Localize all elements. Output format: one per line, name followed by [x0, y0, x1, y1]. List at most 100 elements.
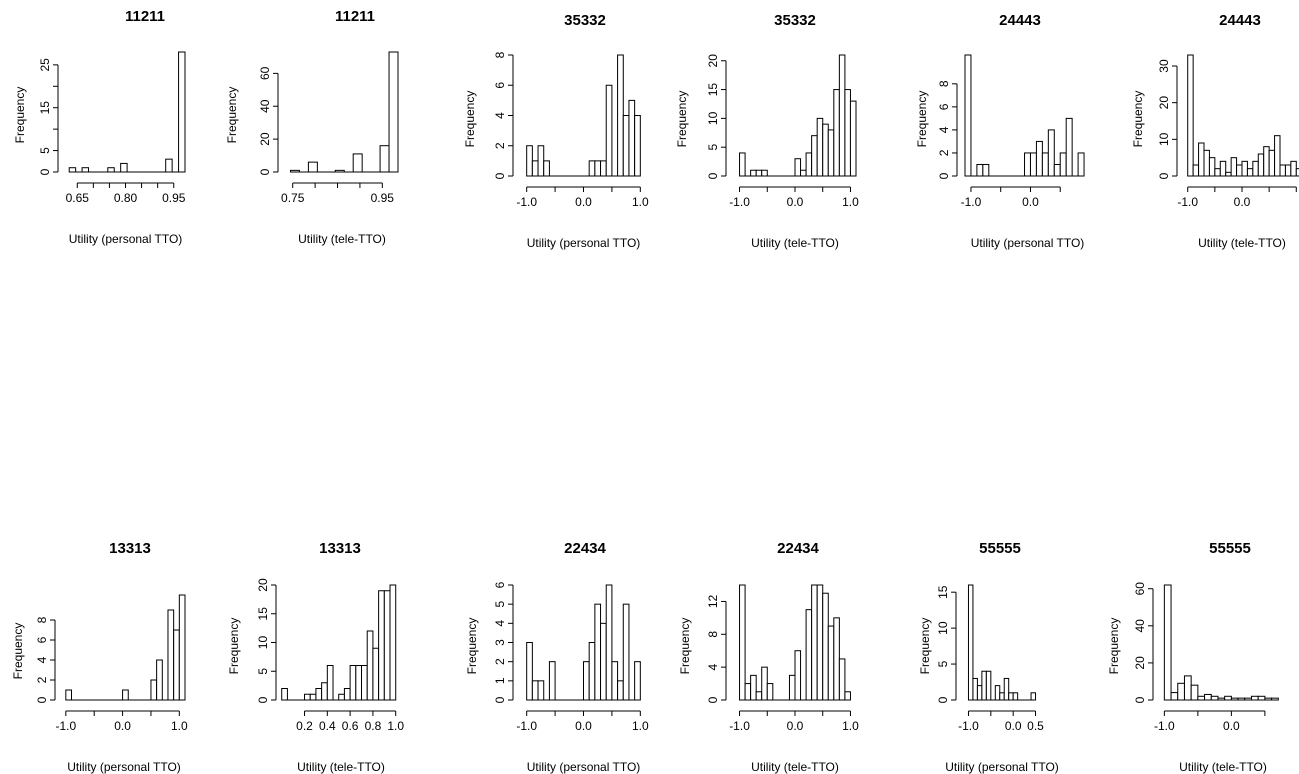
- x-axis-label: Utility (tele-TTO): [751, 236, 839, 250]
- histogram-bar: [165, 158, 173, 173]
- x-tick-label: -1.0: [958, 719, 979, 733]
- y-tick-label: 15: [256, 607, 270, 621]
- histogram-bar: [994, 685, 1001, 701]
- x-tick-label: 0.6: [342, 719, 359, 733]
- y-tick-label: 0: [706, 696, 720, 703]
- y-tick-label: 4: [706, 663, 720, 670]
- x-tick-label: 1.0: [632, 195, 649, 209]
- x-tick-label: -1.0: [1154, 719, 1175, 733]
- histogram-bar: [964, 54, 972, 177]
- x-tick-label: 0.0: [1223, 719, 1240, 733]
- y-tick-label: 6: [493, 82, 507, 89]
- x-tick-label: -1.0: [55, 719, 76, 733]
- histogram-bar: [309, 693, 317, 701]
- histogram-bar: [981, 670, 987, 701]
- x-tick-label: -1.0: [1177, 195, 1198, 209]
- x-tick-label: 0.65: [66, 191, 90, 205]
- histogram-bar: [849, 100, 857, 177]
- y-tick-label: 10: [1157, 132, 1171, 146]
- panel-title: 55555: [1209, 540, 1251, 557]
- histogram-bar: [605, 84, 613, 177]
- histogram-bar: [827, 625, 835, 701]
- y-tick-label: 5: [256, 668, 270, 675]
- x-tick-label: 1.0: [842, 195, 859, 209]
- histogram-bar: [68, 167, 77, 173]
- y-tick-label: 0: [493, 172, 507, 179]
- histogram-bar: [338, 693, 345, 701]
- x-axis-label: Utility (tele-TTO): [751, 760, 839, 774]
- histogram-bar: [833, 617, 840, 701]
- histogram-bar: [349, 665, 357, 701]
- x-tick-label: 0.95: [371, 191, 395, 205]
- x-tick-label: 0.2: [296, 719, 313, 733]
- histogram-bar: [326, 665, 334, 701]
- y-tick-label: 25: [38, 58, 52, 72]
- histogram-bar: [794, 650, 802, 701]
- histogram-bar: [750, 674, 757, 701]
- histogram-bar: [1065, 117, 1073, 177]
- x-axis-label: Utility (tele-TTO): [1198, 236, 1286, 250]
- y-tick-label: 5: [38, 147, 52, 154]
- x-axis-label: Utility (personal TTO): [526, 236, 641, 250]
- histogram-plot: -1.0 0.0 0 10 20 30: [1157, 54, 1299, 209]
- histogram-bar: [1274, 135, 1281, 177]
- histogram-bar: [811, 584, 818, 701]
- histogram-bar: [372, 647, 380, 701]
- y-tick-label: 10: [256, 636, 270, 650]
- histogram-bar: [976, 685, 983, 701]
- panel-title: 11211: [124, 8, 166, 25]
- histogram-bar: [600, 622, 607, 701]
- x-tick-label: 0.95: [162, 191, 186, 205]
- histogram-bar: [1250, 695, 1259, 701]
- histogram-bar: [1077, 152, 1085, 177]
- x-axis-label: Utility (personal TTO): [68, 232, 183, 246]
- y-tick-label: 0: [35, 696, 49, 703]
- y-axis-label: Frequency: [11, 622, 25, 679]
- y-tick-label: 8: [35, 616, 49, 623]
- y-tick-label: 0: [38, 168, 52, 175]
- histogram-bar: [1177, 682, 1185, 701]
- y-tick-label: 6: [493, 581, 507, 588]
- histogram-plot: -1.0 0.0 1.0 0 2 4 6 8: [493, 51, 649, 209]
- histogram-bar: [1030, 692, 1037, 701]
- panel-title: 24443: [999, 12, 1041, 29]
- histogram-bar: [548, 661, 556, 701]
- histogram-bar: [366, 630, 374, 701]
- y-tick-label: 0: [256, 696, 270, 703]
- histogram-bar: [304, 693, 311, 701]
- y-tick-label: 0: [1157, 172, 1171, 179]
- x-tick-label: 0.80: [114, 191, 138, 205]
- y-tick-label: 60: [258, 66, 272, 80]
- panel-title: 22434: [777, 540, 819, 557]
- histogram-bar: [622, 603, 630, 701]
- y-tick-label: 2: [493, 658, 507, 665]
- histogram-bar: [543, 160, 550, 177]
- histogram-bar: [355, 665, 363, 701]
- histogram-bar: [315, 688, 323, 701]
- y-tick-label: 30: [1157, 59, 1171, 73]
- y-tick-label: 4: [493, 620, 507, 627]
- histogram-bar: [167, 609, 175, 701]
- x-axis-label: Utility (personal TTO): [526, 760, 641, 774]
- y-tick-label: 1: [493, 677, 507, 684]
- histogram-bar: [739, 152, 746, 177]
- histogram-bar: [594, 603, 602, 701]
- histogram-bar: [634, 115, 641, 177]
- panel-title: 24443: [1219, 12, 1261, 29]
- y-tick-label: 15: [706, 83, 720, 97]
- y-tick-label: 12: [706, 594, 720, 608]
- x-tick-label: -1.0: [729, 719, 750, 733]
- histogram-bar: [531, 680, 539, 701]
- y-tick-label: 40: [258, 99, 272, 113]
- histogram-bar: [388, 51, 399, 173]
- histogram-bar: [1197, 695, 1206, 701]
- x-tick-label: 0.0: [575, 719, 592, 733]
- y-tick-label: 8: [706, 631, 720, 638]
- x-tick-label: 0.0: [787, 719, 804, 733]
- histogram-bar: [588, 642, 596, 701]
- histogram-bar: [1257, 695, 1266, 701]
- histogram-bar: [1244, 697, 1252, 701]
- histogram-bar: [120, 162, 128, 173]
- y-tick-label: 60: [1133, 582, 1147, 596]
- panel-title: 55555: [979, 540, 1021, 557]
